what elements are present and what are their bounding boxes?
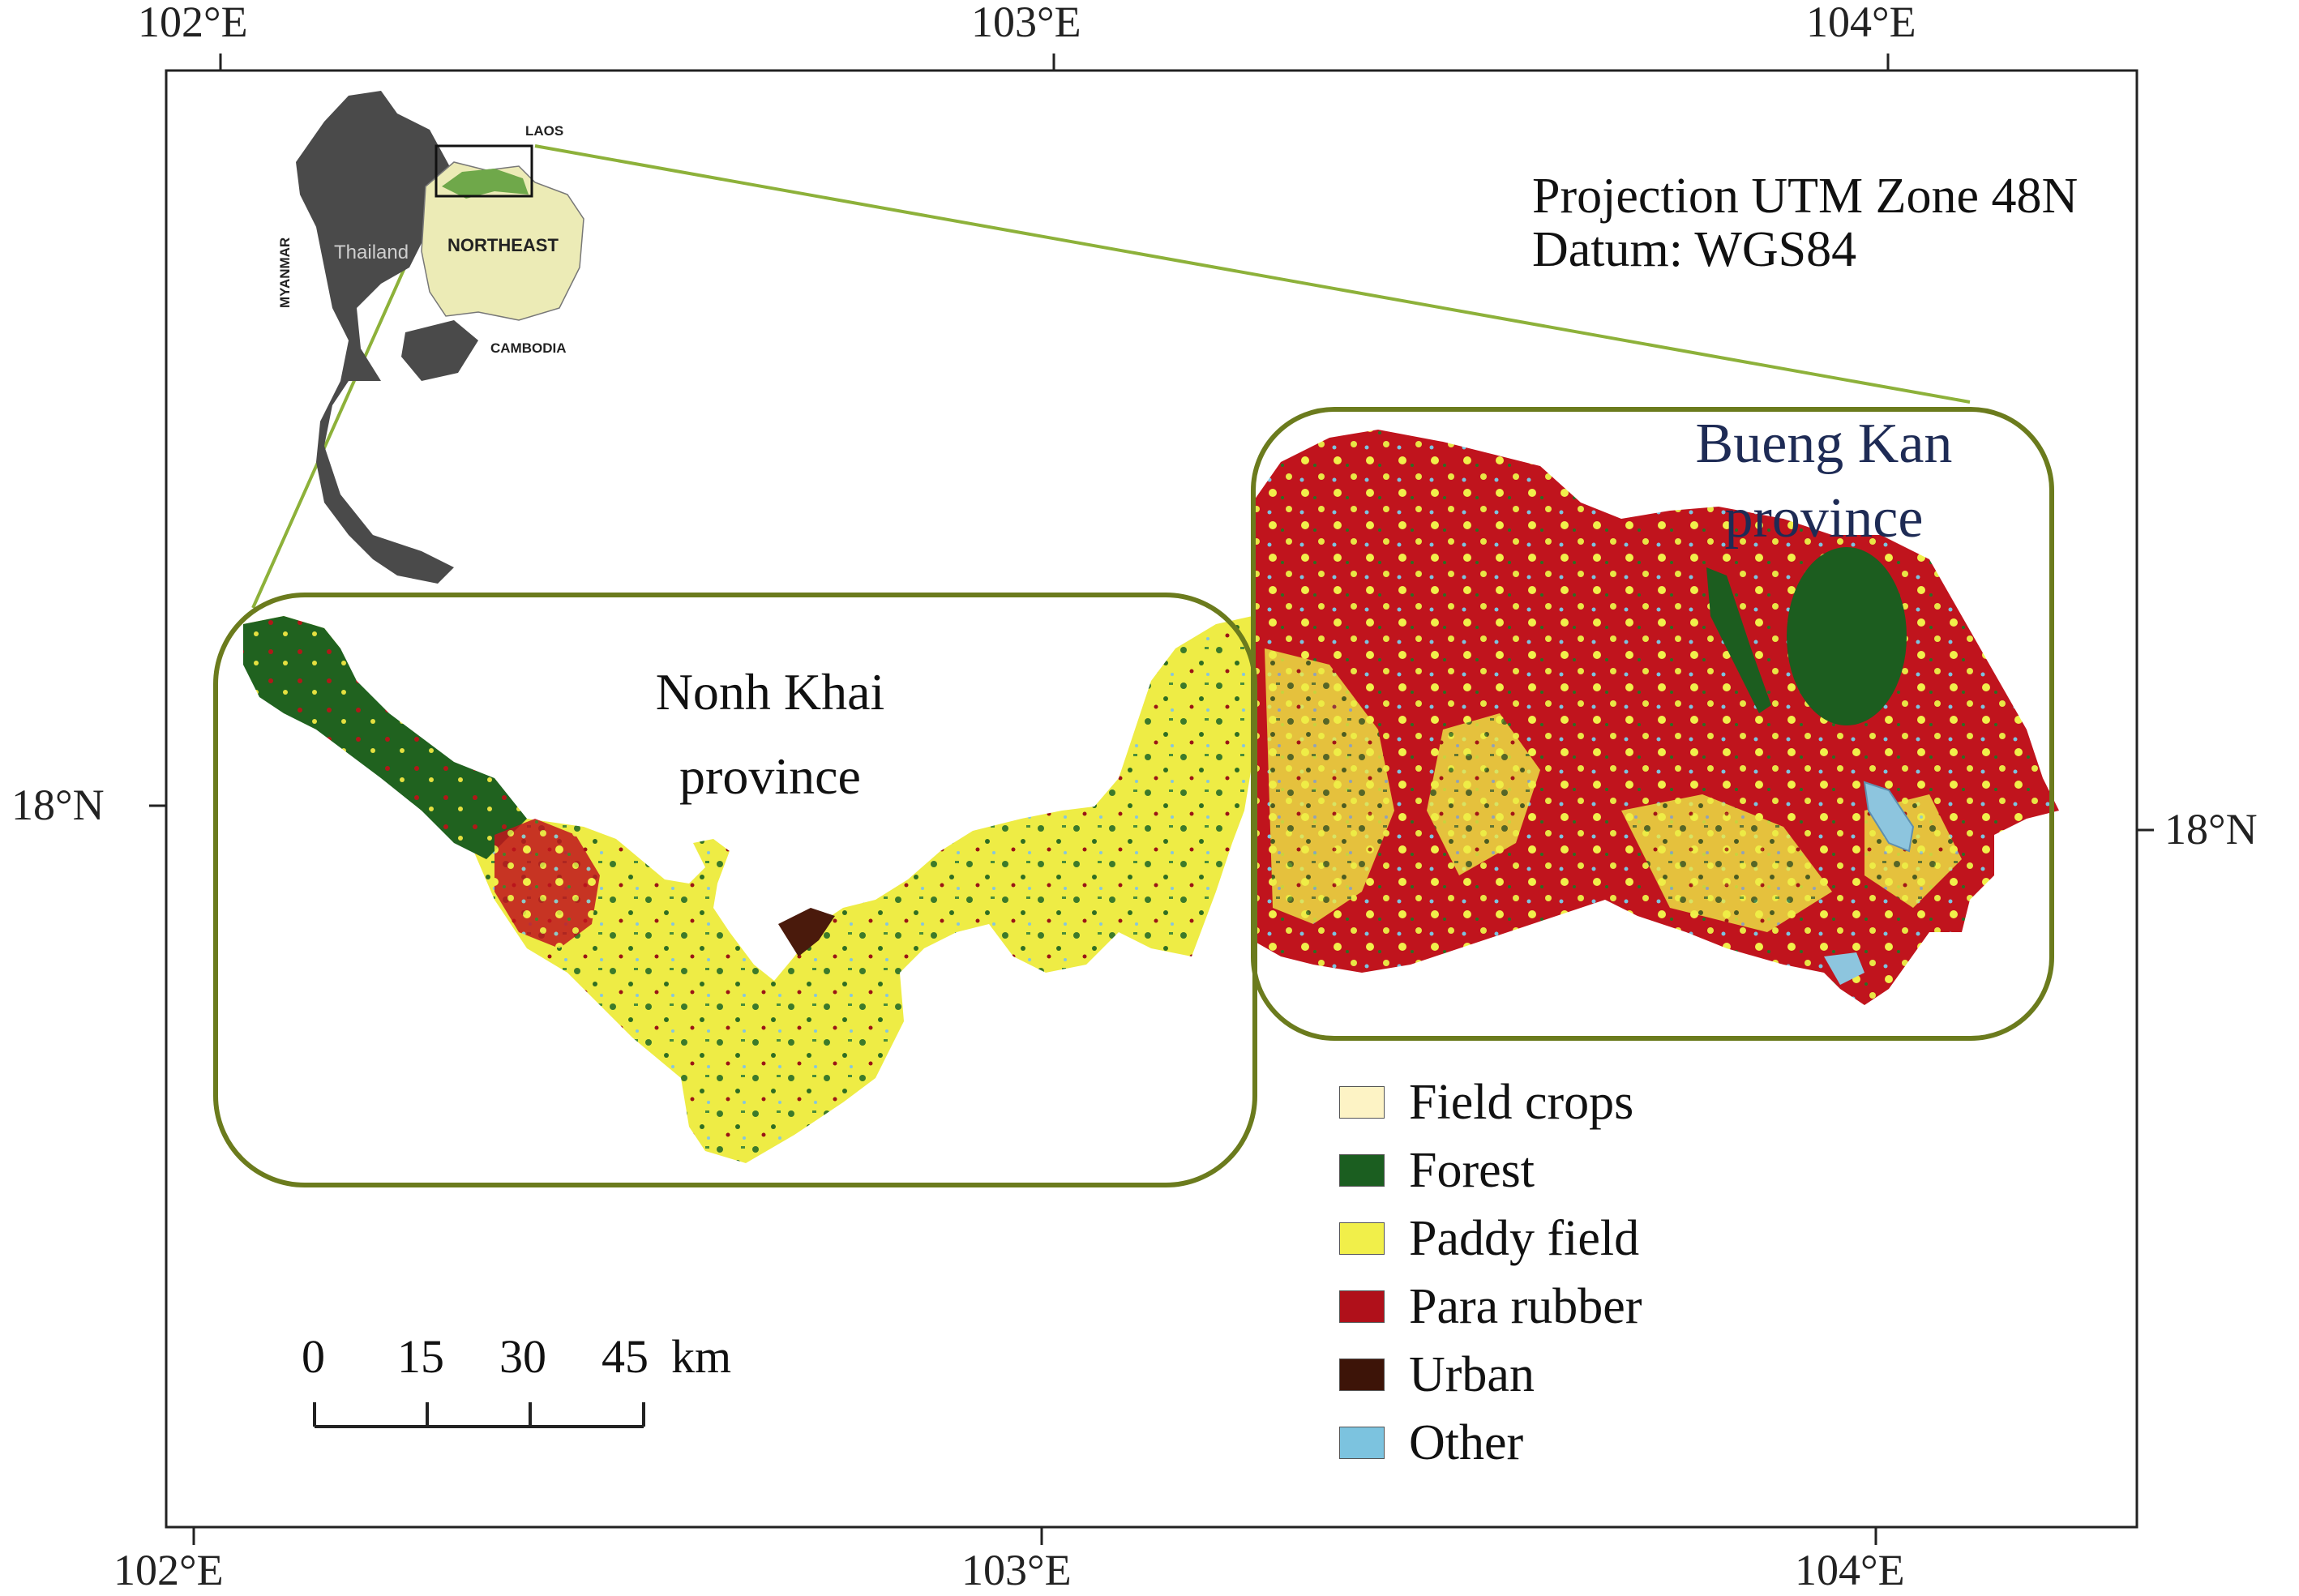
top-tick-104e: 104°E (1806, 0, 1916, 46)
inset-label-thailand: Thailand (334, 242, 409, 263)
legend-label-urban: Urban (1409, 1346, 1535, 1402)
nong-khai-label: Nonh Khai province (616, 650, 924, 819)
top-tick-102e: 102°E (138, 0, 248, 46)
nong-khai-label-line2: province (679, 747, 861, 805)
legend-swatch-field-crops (1339, 1086, 1385, 1119)
nong-khai-label-line1: Nonh Khai (655, 663, 885, 721)
nong-khai-rubber (494, 819, 600, 948)
bueng-kan-forest-strip (1706, 567, 1771, 713)
legend-item-para-rubber: Para rubber (1339, 1273, 1642, 1341)
study-area-inset (442, 169, 529, 199)
legend-label-paddy-field: Paddy field (1409, 1210, 1640, 1266)
left-tick-18n: 18°N (11, 781, 105, 829)
scale-tick-45: 45 (602, 1330, 649, 1383)
inset-label-myanmar: MYANMAR (277, 237, 293, 308)
legend-swatch-paddy-field (1339, 1222, 1385, 1255)
legend-item-other: Other (1339, 1409, 1642, 1477)
inset-label-northeast: NORTHEAST (447, 235, 559, 255)
legend-label-other: Other (1409, 1414, 1524, 1470)
bottom-tick-103e: 103°E (961, 1546, 1072, 1594)
bueng-kan-landuse (1252, 430, 2059, 1005)
scale-bar (313, 1402, 645, 1428)
inset-label-cambodia: CAMBODIA (490, 340, 567, 356)
bueng-kan-lake (1863, 781, 1915, 853)
graticule-ticks (149, 53, 2154, 1545)
thailand-inset-map (296, 91, 584, 584)
legend-swatch-urban (1339, 1359, 1385, 1391)
bottom-tick-102e: 102°E (113, 1546, 224, 1594)
legend-swatch-para-rubber (1339, 1290, 1385, 1323)
bueng-kan-label: Bueng Kan province (1654, 407, 1994, 556)
projection-label: Projection UTM Zone 48N (1532, 169, 2079, 224)
bottom-tick-104e: 104°E (1795, 1546, 1905, 1594)
scale-tick-15: 15 (397, 1330, 444, 1383)
datum-label: Datum: WGS84 (1532, 222, 1857, 277)
bueng-kan-label-line2: province (1724, 487, 1924, 550)
northeast-region (421, 161, 584, 321)
legend: Field crops Forest Paddy field Para rubb… (1339, 1068, 1642, 1477)
nong-khai-urban (778, 908, 835, 956)
top-tick-103e: 103°E (971, 0, 1081, 46)
nong-khai-forest (243, 616, 527, 859)
bueng-kan-lake-2 (1824, 952, 1864, 985)
legend-label-field-crops: Field crops (1409, 1074, 1634, 1130)
bueng-kan-forest-reserve (1787, 547, 1907, 725)
legend-item-field-crops: Field crops (1339, 1068, 1642, 1136)
inset-label-laos: LAOS (525, 123, 564, 139)
inset-locator-box (435, 144, 533, 198)
scale-tick-0: 0 (302, 1330, 325, 1383)
legend-item-urban: Urban (1339, 1341, 1642, 1409)
bueng-kan-label-line1: Bueng Kan (1695, 413, 1953, 475)
legend-item-paddy-field: Paddy field (1339, 1204, 1642, 1273)
legend-item-forest: Forest (1339, 1136, 1642, 1204)
cambodia-shape (401, 320, 478, 381)
scale-tick-30: 30 (499, 1330, 546, 1383)
legend-label-para-rubber: Para rubber (1409, 1278, 1642, 1334)
legend-swatch-other (1339, 1427, 1385, 1459)
legend-swatch-forest (1339, 1154, 1385, 1187)
thailand-silhouette (296, 91, 454, 584)
scale-unit: km (671, 1330, 732, 1383)
nong-khai-landuse (243, 616, 1252, 1163)
right-tick-18n: 18°N (2164, 805, 2258, 854)
bueng-kan-paddy-patches (1265, 648, 1962, 932)
bueng-kan-frame (1251, 407, 2054, 1041)
legend-label-forest: Forest (1409, 1142, 1535, 1198)
